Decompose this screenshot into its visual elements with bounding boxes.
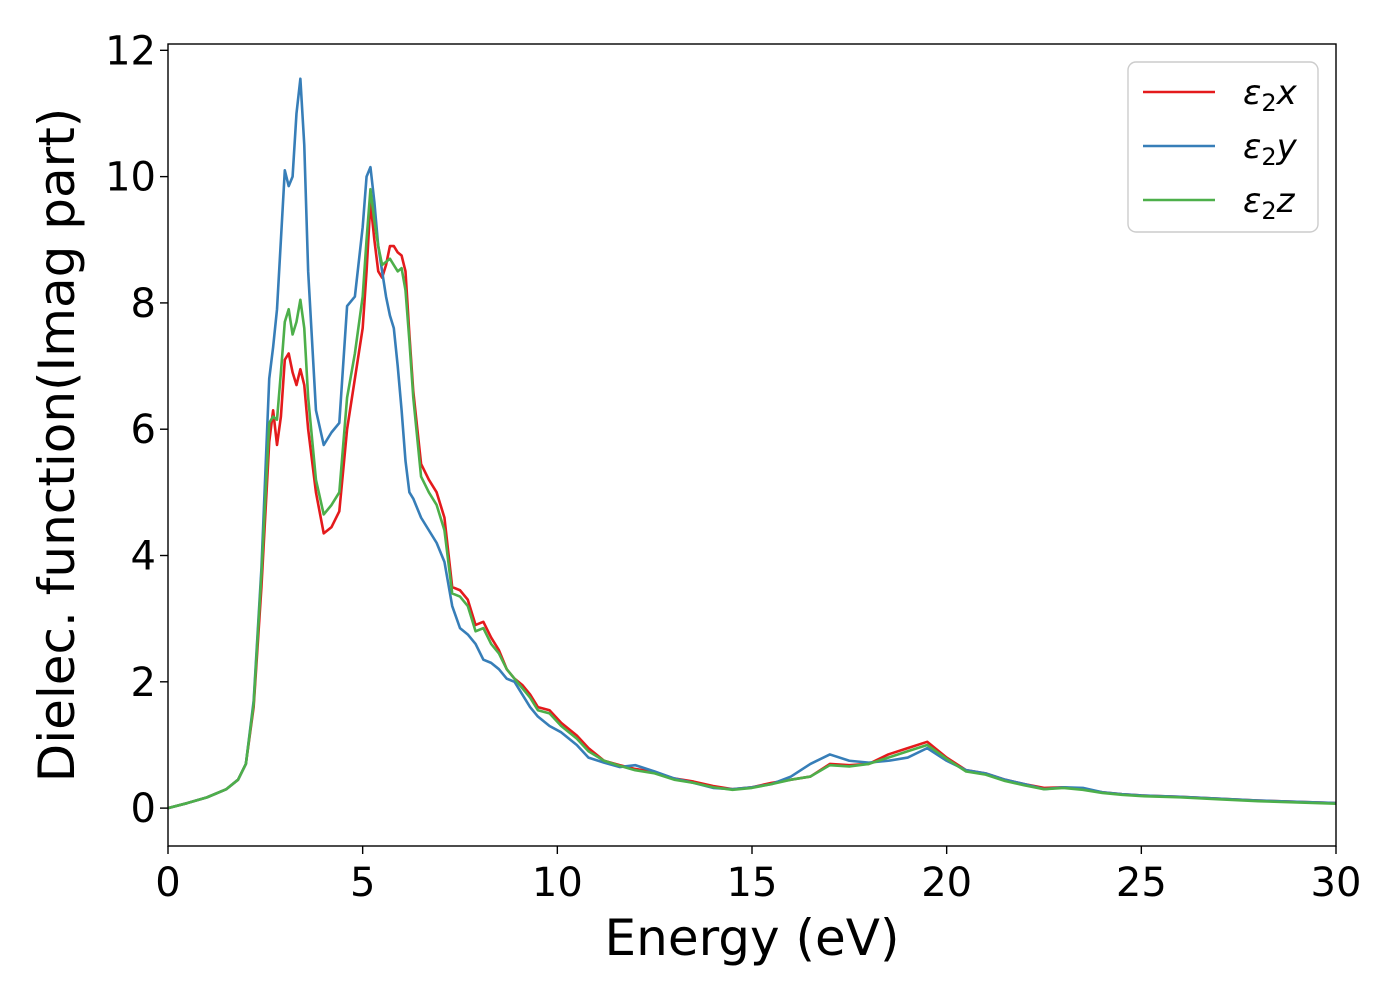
legend-label-1: ε2x [1243, 73, 1298, 117]
legend-label-2: ε2y [1243, 127, 1298, 171]
x-tick-label: 25 [1116, 860, 1167, 906]
x-axis: 0 5 10 15 20 25 30 [155, 846, 1361, 906]
legend-frame [1127, 61, 1319, 233]
series-line-3 [168, 187, 1336, 810]
y-tick-label: 10 [105, 155, 156, 201]
x-tick-label: 0 [155, 860, 180, 906]
y-tick-label: 6 [131, 407, 156, 453]
legend[interactable]: ε2x ε2y ε2z [1127, 61, 1319, 233]
y-tick-label: 0 [131, 786, 156, 832]
y-axis: 0 2 4 6 8 10 12 [105, 28, 168, 832]
x-axis-title: Energy (eV) [605, 909, 900, 967]
y-axis-title: Dielec. function(Imag part) [28, 108, 86, 783]
x-tick-label: 20 [921, 860, 972, 906]
series-line-1 [168, 200, 1336, 810]
y-tick-label: 12 [105, 28, 156, 74]
series-line-2 [168, 77, 1336, 810]
legend-label-3: ε2z [1243, 181, 1296, 225]
x-tick-label: 10 [532, 860, 583, 906]
x-tick-label: 30 [1311, 860, 1362, 906]
x-tick-label: 15 [727, 860, 778, 906]
y-tick-label: 8 [131, 281, 156, 327]
x-tick-label: 5 [350, 860, 375, 906]
y-tick-label: 4 [131, 534, 156, 580]
series-layer [168, 77, 1336, 810]
y-tick-label: 2 [131, 660, 156, 706]
